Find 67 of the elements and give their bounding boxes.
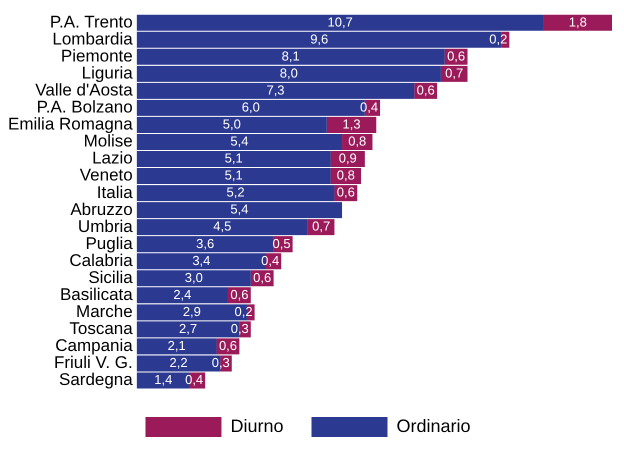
y-tick-label: Basilicata	[60, 284, 134, 304]
data-label: 3,6	[196, 236, 214, 251]
data-label: 0,6	[447, 48, 466, 64]
data-label: 0,5	[272, 236, 291, 251]
data-label: 5,4	[230, 202, 248, 217]
data-label: 1,8	[568, 14, 587, 30]
data-label: 2,1	[168, 338, 186, 353]
data-label: 0,6	[230, 286, 248, 302]
y-tick-label: Marche	[76, 302, 133, 322]
data-label: 5,4	[230, 134, 248, 149]
y-tick-label: P.A. Bolzano	[36, 98, 133, 117]
data-label: 0,7	[312, 218, 330, 234]
data-label: 0,4	[360, 99, 378, 114]
y-tick-label: Lazio	[92, 148, 133, 168]
y-tick-label: Friuli V. G.	[54, 353, 133, 372]
y-tick-label: P.A. Trento	[50, 12, 133, 32]
data-label: 2,7	[179, 320, 198, 336]
bar	[544, 14, 612, 31]
data-label: 5,1	[224, 150, 243, 166]
data-label: 3,4	[192, 252, 210, 268]
data-label: 0,2	[234, 304, 253, 319]
y-tick-label: Liguria	[82, 64, 134, 83]
data-label: 9,6	[310, 31, 328, 46]
data-label: 0,8	[336, 168, 355, 183]
data-label: 0,4	[185, 372, 204, 388]
y-tick-label: Piemonte	[60, 46, 133, 66]
y-tick-label: Veneto	[80, 166, 133, 185]
data-label: 6,0	[242, 99, 260, 114]
y-tick-label: Emilia Romagna	[8, 114, 134, 134]
y-tick-label: Abruzzo	[70, 200, 133, 219]
data-label: 5,2	[226, 184, 245, 200]
data-label: 7,3	[266, 82, 285, 98]
data-label: 0,7	[445, 65, 464, 80]
data-label: 3,0	[184, 270, 203, 285]
data-label: 0,3	[212, 355, 230, 370]
data-label: 0,6	[218, 338, 238, 353]
data-label: 0,3	[230, 320, 249, 336]
data-label: 10,7	[327, 14, 353, 30]
data-label: 2,2	[170, 355, 188, 370]
data-label: 0,2	[489, 31, 508, 46]
data-label: 0,9	[338, 150, 357, 166]
data-label: 5,0	[222, 116, 241, 132]
y-tick-label: Molise	[84, 132, 133, 151]
data-label: 2,9	[182, 304, 201, 319]
data-label: 8,1	[282, 48, 300, 64]
data-label: 0,6	[253, 270, 272, 285]
data-label: 2,4	[173, 286, 192, 302]
y-tick-label: Toscana	[69, 319, 134, 338]
data-label: 1,4	[154, 372, 172, 388]
data-label: 0,4	[261, 252, 280, 268]
data-label: 5,1	[224, 168, 243, 183]
y-tick-label: Sicilia	[88, 268, 134, 287]
y-tick-label: Campania	[55, 336, 134, 356]
data-label: 0,6	[336, 184, 355, 200]
data-label: 4,5	[213, 218, 232, 234]
legend-label: Ordinario	[396, 416, 471, 436]
data-label: 1,3	[342, 116, 361, 132]
y-tick-label: Italia	[96, 182, 134, 202]
data-label: 0,8	[348, 134, 366, 149]
y-tick-label: Lombardia	[52, 29, 134, 48]
legend-label: Diurno	[230, 416, 284, 436]
y-tick-label: Sardegna	[58, 370, 134, 390]
y-tick-label: Puglia	[85, 234, 134, 253]
data-label: 8,0	[280, 65, 298, 80]
y-tick-label: Valle d'Aosta	[35, 80, 134, 100]
y-tick-label: Umbria	[78, 216, 134, 236]
data-label: 0,6	[416, 82, 435, 98]
